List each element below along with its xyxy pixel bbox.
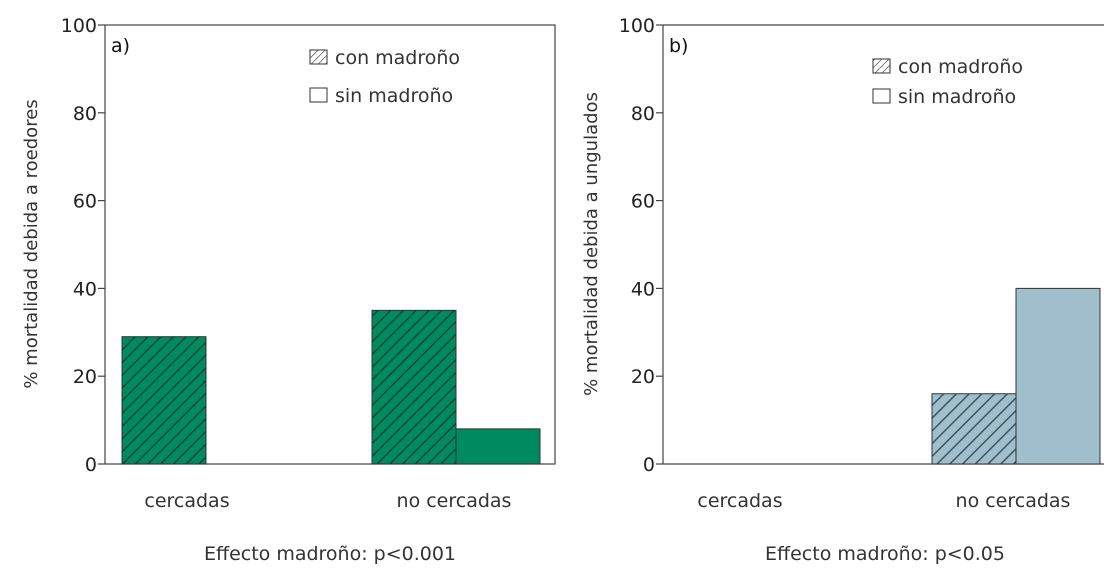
bars (121, 309, 541, 465)
plot-frame (104, 24, 556, 465)
legend-label-con: con madroño (898, 56, 1023, 78)
y-tick-label: 40 (631, 278, 655, 300)
y-tick-label: 20 (631, 366, 655, 388)
y-axis-title: % mortalidad debida a ungulados (581, 92, 602, 396)
x-labels: cercadas no cercadas (697, 490, 1070, 512)
legend-swatch-hatched (309, 49, 328, 65)
legend-label-sin: sin madroño (898, 86, 1016, 108)
bars (931, 287, 1101, 465)
y-tick-label: 60 (73, 191, 97, 213)
legend-swatch-plain (872, 88, 891, 104)
panel-letter: a) (111, 35, 130, 57)
y-tick-label: 80 (631, 103, 655, 125)
legend-label-con: con madroño (335, 47, 460, 69)
legend-swatch-hatched (872, 58, 891, 74)
legend: con madroño sin madroño (309, 47, 460, 107)
panel-b: b) % mortalidad debida a ungulados 0 20 40… (581, 15, 1104, 565)
effect-note: Effecto madroño: p<0.05 (765, 543, 1005, 565)
bar-con-madrono-no-cercadas (371, 309, 457, 465)
y-ticks: 0 20 40 60 80 100 (619, 15, 663, 476)
y-tick-label: 0 (643, 454, 655, 476)
y-tick-label: 20 (73, 366, 97, 388)
x-category-label: cercadas (144, 490, 229, 512)
y-tick-label: 100 (61, 15, 97, 37)
y-ticks: 0 20 40 60 80 100 (61, 15, 105, 476)
y-tick-label: 80 (73, 103, 97, 125)
legend: con madroño sin madroño (872, 56, 1023, 108)
panel-letter: b) (669, 35, 688, 57)
y-tick-label: 0 (85, 454, 97, 476)
bar-con-madrono-cercadas (121, 336, 207, 465)
x-category-label: no cercadas (397, 490, 512, 512)
bar-sin-madrono-no-cercadas (1015, 287, 1101, 465)
effect-note: Effecto madroño: p<0.001 (204, 543, 456, 565)
panel-a: a) % mortalidad debida a roedores 0 20 40 6… (21, 15, 556, 565)
legend-swatch-plain (309, 87, 328, 103)
x-labels: cercadas no cercadas (144, 490, 511, 512)
y-tick-label: 40 (73, 278, 97, 300)
y-axis-title: % mortalidad debida a roedores (21, 99, 42, 388)
x-category-label: no cercadas (956, 490, 1071, 512)
y-tick-label: 100 (619, 15, 655, 37)
y-tick-label: 60 (631, 191, 655, 213)
x-category-label: cercadas (697, 490, 782, 512)
bar-con-madrono-no-cercadas (931, 393, 1017, 465)
bar-sin-madrono-no-cercadas (455, 428, 541, 465)
legend-label-sin: sin madroño (335, 85, 453, 107)
